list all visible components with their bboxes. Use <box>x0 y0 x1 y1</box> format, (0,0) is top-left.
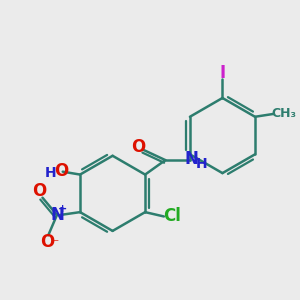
Text: CH₃: CH₃ <box>272 107 296 120</box>
Text: +: + <box>58 204 67 214</box>
Text: O: O <box>54 162 68 180</box>
Text: H: H <box>44 166 56 180</box>
Text: Cl: Cl <box>163 208 181 226</box>
Text: O: O <box>40 232 54 250</box>
Text: H: H <box>196 157 208 171</box>
Text: N: N <box>50 206 64 224</box>
Text: O: O <box>32 182 47 200</box>
Text: O: O <box>131 138 146 156</box>
Text: I: I <box>219 64 226 82</box>
Text: ⁻: ⁻ <box>51 237 58 251</box>
Text: N: N <box>184 150 198 168</box>
